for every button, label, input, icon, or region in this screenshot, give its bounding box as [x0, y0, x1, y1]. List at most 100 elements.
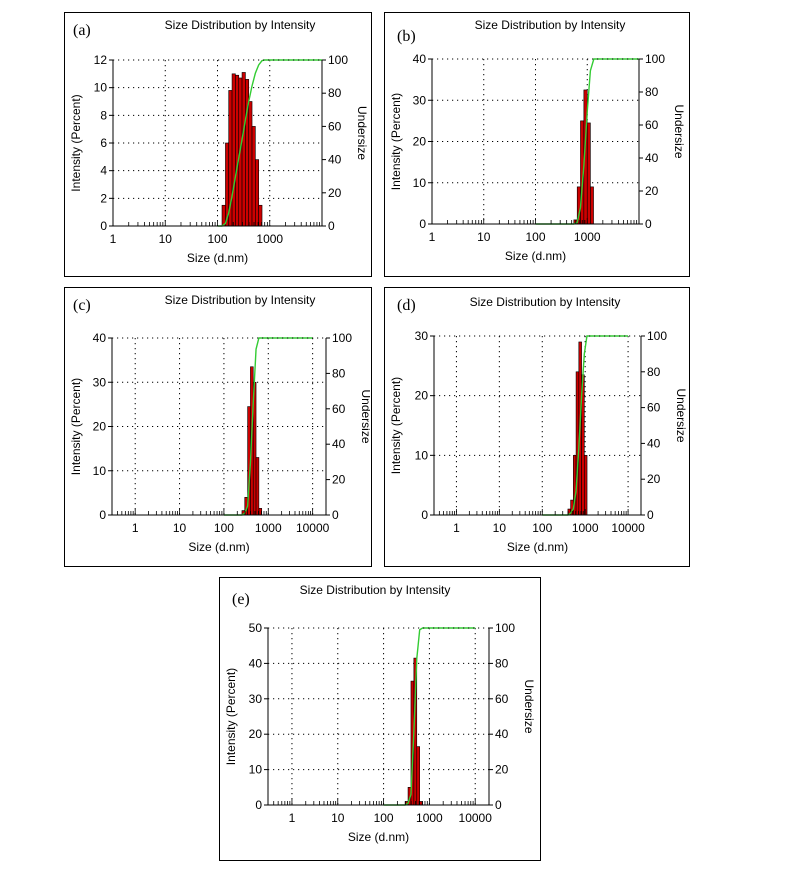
- y-tick-label: 0: [99, 508, 106, 522]
- y-tick-label: 10: [415, 448, 429, 462]
- x-ticks: [267, 799, 490, 805]
- y-tick-label: 6: [100, 136, 107, 150]
- y2-tick-label: 0: [495, 798, 502, 812]
- bars: [573, 89, 594, 225]
- y-tick-label: 0: [419, 217, 426, 231]
- x-tick-label: 1: [453, 521, 460, 535]
- panel-d: (d) Size Distribution by Intensity 1 10 100 1…: [384, 287, 690, 567]
- gridlines: [113, 60, 322, 226]
- y2-tick-label: 0: [332, 508, 339, 522]
- x-axis-label: Size (d.nm): [188, 540, 249, 554]
- x-tick-label: 1: [429, 230, 436, 244]
- x-tick-label: 1: [132, 521, 139, 535]
- x-tick-label: 1000: [255, 521, 282, 535]
- panel-label: (d): [397, 297, 416, 314]
- chart-title: Size Distribution by Intensity: [300, 583, 451, 597]
- y2-tick-label: 40: [332, 437, 346, 451]
- y-tick-label: 10: [93, 464, 107, 478]
- y2-axis-label: Undersize: [674, 388, 688, 442]
- y2-tick-label: 20: [645, 184, 659, 198]
- panel-e: (e) Size Distribution by Intensity 1 10 100 1…: [219, 577, 541, 861]
- bar: [584, 455, 588, 516]
- y-tick-label: 10: [94, 81, 108, 95]
- y2-tick-label: 20: [328, 186, 342, 200]
- y2-axis-label: Undersize: [672, 104, 686, 158]
- bar: [255, 457, 260, 516]
- y2-tick-label: 60: [647, 401, 661, 415]
- x-tick-label: 100: [374, 811, 394, 825]
- y2-tick-label: 0: [645, 217, 652, 231]
- y-tick-label: 30: [249, 692, 263, 706]
- x-tick-label: 10: [477, 230, 491, 244]
- x-axis-label: Size (d.nm): [348, 830, 409, 844]
- bars: [221, 72, 263, 227]
- y2-tick-label: 60: [495, 692, 509, 706]
- chart-title: Size Distribution by Intensity: [165, 293, 316, 307]
- y-tick-label: 12: [94, 53, 108, 67]
- bar: [248, 101, 253, 227]
- y2-tick-label: 60: [328, 119, 342, 133]
- x-tick-label: 10: [493, 521, 507, 535]
- x-tick-label: 100: [207, 232, 227, 246]
- y-tick-label: 40: [413, 52, 427, 66]
- panel-label: (a): [73, 22, 91, 39]
- undersize-curve: [383, 627, 476, 806]
- y2-tick-label: 40: [647, 436, 661, 450]
- y2-tick-label: 100: [645, 52, 665, 66]
- y2-axis-label: Undersize: [522, 679, 536, 733]
- x-tick-label: 100: [214, 521, 234, 535]
- panel-a: (a) Size Distribution by Intensity 1 10 100 1…: [64, 12, 372, 277]
- panel-label: (e): [232, 591, 250, 608]
- x-tick-label: 10000: [611, 521, 645, 535]
- x-tick-label: 10000: [459, 811, 493, 825]
- x-tick-label: 10: [331, 811, 345, 825]
- y2-tick-label: 80: [647, 365, 661, 379]
- x-tick-label: 1000: [416, 811, 443, 825]
- x-ticks: [112, 220, 321, 226]
- gridlines: [112, 338, 326, 515]
- chart-title: Size Distribution by Intensity: [165, 18, 316, 32]
- gridlines: [434, 336, 641, 515]
- y2-axis-label: Undersize: [355, 106, 369, 160]
- y-tick-label: 10: [249, 763, 263, 777]
- x-tick-label: 1000: [256, 232, 283, 246]
- bar: [251, 126, 256, 227]
- bars: [567, 341, 588, 516]
- y2-tick-label: 80: [328, 86, 342, 100]
- x-tick-label: 100: [525, 230, 545, 244]
- y-tick-label: 0: [421, 508, 428, 522]
- y2-tick-label: 100: [495, 621, 515, 635]
- y2-tick-label: 100: [328, 53, 348, 67]
- x-tick-label: 10000: [296, 521, 330, 535]
- y2-tick-label: 80: [332, 366, 346, 380]
- y-axis-label: Intensity (Percent): [69, 378, 83, 475]
- undersize-curve: [217, 59, 322, 227]
- gridlines: [432, 59, 639, 224]
- x-ticks: [431, 218, 638, 224]
- y2-tick-label: 40: [495, 727, 509, 741]
- y2-tick-label: 20: [332, 473, 346, 487]
- y-tick-label: 40: [249, 656, 263, 670]
- y-axis-label: Intensity (Percent): [389, 93, 403, 190]
- y-tick-label: 30: [415, 329, 429, 343]
- undersize-curve: [535, 58, 639, 225]
- y2-tick-label: 20: [647, 472, 661, 486]
- y2-tick-label: 60: [332, 402, 346, 416]
- y-tick-label: 30: [413, 93, 427, 107]
- y-tick-label: 20: [415, 389, 429, 403]
- y2-tick-label: 20: [495, 763, 509, 777]
- chart-title: Size Distribution by Intensity: [470, 295, 621, 309]
- x-tick-label: 1: [289, 811, 296, 825]
- x-tick-label: 1000: [572, 521, 599, 535]
- undersize-curve: [542, 335, 629, 516]
- x-tick-label: 100: [532, 521, 552, 535]
- y2-tick-label: 0: [328, 219, 335, 233]
- y2-tick-label: 100: [332, 331, 352, 345]
- y2-tick-label: 40: [328, 153, 342, 167]
- y-tick-label: 8: [100, 108, 107, 122]
- undersize-curve: [223, 337, 313, 516]
- y2-tick-label: 40: [645, 151, 659, 165]
